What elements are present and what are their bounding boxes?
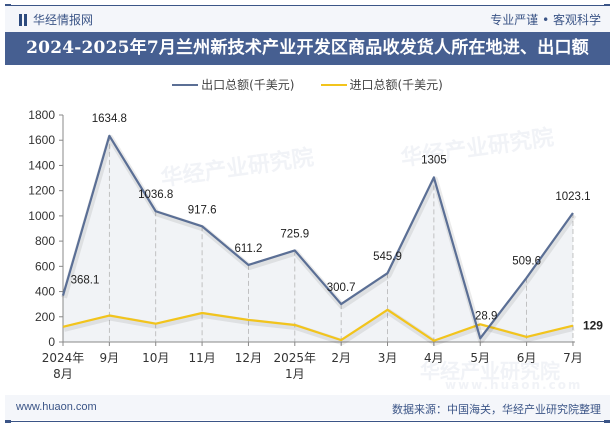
export-data-label: 28.9	[475, 310, 497, 322]
x-tick-label: 8月	[53, 367, 73, 381]
x-tick-label: 7月	[563, 351, 583, 365]
legend-item-export: 出口总额(千美元)	[172, 76, 295, 93]
axes: 0 200 400 600 800 1000 1200 1400 1600 1800 2024年 8月…	[28, 108, 582, 381]
footer-source: 数据来源：中国海关，华经产业研究院整理	[392, 403, 601, 416]
brand-name: 华经情报网	[33, 13, 94, 27]
export-area	[63, 135, 573, 342]
y-tick-label: 400	[35, 285, 55, 299]
x-tick-label: 5月	[470, 351, 490, 365]
x-tick-label: 2025年	[274, 351, 317, 365]
series-lines	[61, 134, 577, 346]
tagline: 专业严谨 • 客观科学	[490, 13, 601, 27]
footer-website: www.huaon.com	[16, 401, 97, 413]
y-tick-label: 1200	[28, 184, 55, 198]
y-tick-label: 200	[35, 310, 55, 324]
legend-swatch-export	[172, 83, 199, 86]
legend-item-import: 进口总额(千美元)	[320, 76, 443, 93]
y-tick-label: 1800	[28, 108, 55, 122]
legend-swatch-import	[320, 83, 347, 86]
y-tick-label: 0	[48, 335, 55, 349]
import-data-label: 129	[583, 319, 603, 333]
chart-title: 2024-2025年7月兰州新技术产业开发区商品收发货人所在地进、出口额	[5, 32, 610, 65]
export-data-label: 1305	[421, 154, 447, 166]
export-data-label: 368.1	[71, 275, 100, 287]
export-data-label: 611.2	[234, 243, 262, 255]
drop-lines	[62, 135, 574, 342]
x-tick-label: 2月	[331, 351, 351, 365]
x-tick-label: 12月	[235, 351, 262, 365]
series-line	[61, 134, 574, 340]
brand-logo-icon	[19, 13, 27, 26]
legend: 出口总额(千美元) 进口总额(千美元)	[0, 76, 615, 93]
x-tick-label: 11月	[188, 351, 215, 365]
x-tick-label: 10月	[142, 351, 169, 365]
line-chart: 0 200 400 600 800 1000 1200 1400 1600 1800 2024年 8月…	[28, 108, 604, 381]
export-data-label: 1036.8	[138, 189, 173, 201]
x-tick-label: 2024年	[42, 351, 85, 365]
x-tick-label: 4月	[424, 351, 444, 365]
y-tick-label: 1400	[28, 158, 55, 172]
export-data-label: 300.7	[327, 282, 356, 294]
export-data-label: 917.6	[188, 204, 217, 216]
header-bar	[5, 6, 610, 32]
y-tick-label: 1600	[28, 133, 55, 147]
y-tick-label: 800	[35, 234, 55, 248]
export-data-label: 1634.8	[92, 113, 127, 125]
x-tick-label: 6月	[517, 351, 537, 365]
y-tick-label: 600	[35, 259, 55, 273]
y-tick-label: 1000	[28, 209, 55, 223]
export-area-fill	[63, 135, 573, 342]
data-labels: 368.1 1634.8 1036.8 917.6 611.2 725.9 300.7 545…	[71, 113, 604, 333]
top-rule	[5, 4, 610, 7]
export-data-label: 509.6	[512, 256, 541, 268]
legend-label-import: 进口总额(千美元)	[349, 78, 443, 92]
x-tick-label: 1月	[285, 367, 305, 381]
brand: 华经情报网	[19, 11, 93, 28]
footer-rule	[5, 420, 610, 423]
export-data-label: 725.9	[280, 228, 309, 240]
x-tick-label: 3月	[378, 351, 398, 365]
export-data-label: 545.9	[373, 251, 402, 263]
footer-bar	[5, 395, 610, 420]
x-tick-label: 9月	[100, 351, 120, 365]
legend-label-export: 出口总额(千美元)	[201, 78, 295, 92]
export-data-label: 1023.1	[555, 191, 590, 203]
